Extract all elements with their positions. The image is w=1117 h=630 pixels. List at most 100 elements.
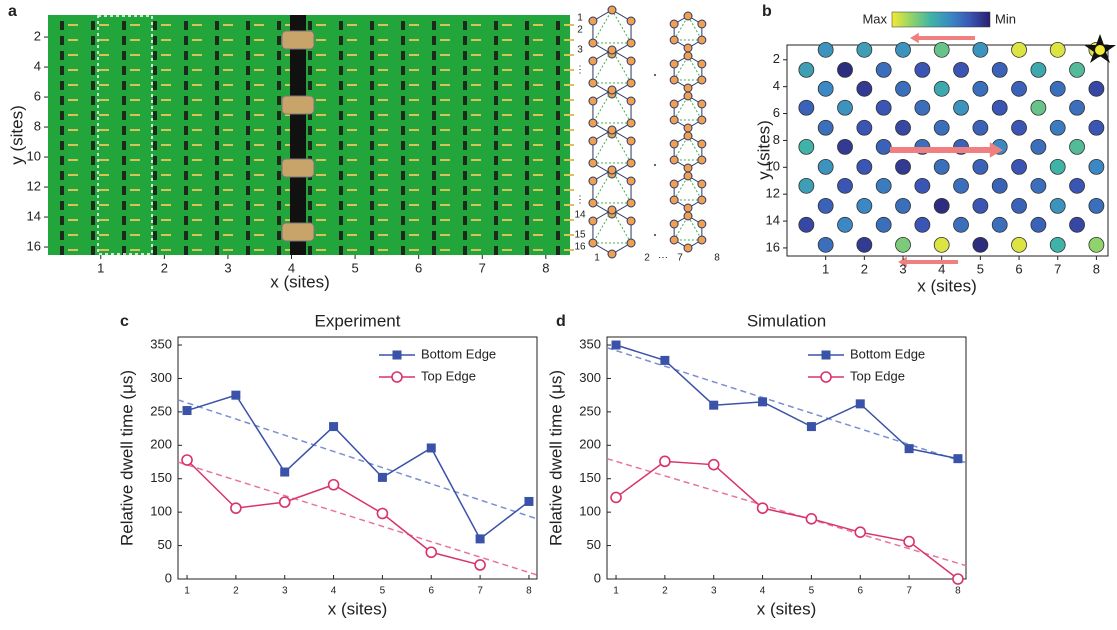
board-pad [409, 84, 419, 86]
site-dot [1088, 158, 1105, 175]
lattice-coupling [592, 168, 632, 204]
board-component [184, 51, 188, 60]
board-component [60, 201, 64, 210]
board-pad [378, 219, 388, 221]
site-dot [817, 236, 834, 253]
board-pad [409, 69, 419, 71]
x-tick-label: 2 [662, 586, 668, 597]
site-dot [895, 158, 911, 175]
board-component [463, 186, 467, 195]
y-tick-label: 100 [579, 504, 601, 519]
board-pad [564, 174, 574, 176]
board-component [215, 201, 219, 210]
board-component [339, 186, 343, 195]
board-component [339, 96, 343, 105]
y-axis-label: Relative dwell time (μs) [117, 370, 136, 546]
board-pad [440, 24, 450, 26]
data-point [709, 400, 719, 410]
board-component [215, 231, 219, 240]
board-component [370, 111, 374, 120]
board-pad [378, 24, 388, 26]
board-pad [409, 174, 419, 176]
board-pad [316, 39, 326, 41]
board-pad [440, 234, 450, 236]
board-component [401, 126, 405, 135]
data-point [327, 478, 340, 491]
lattice-site [683, 91, 693, 101]
board-component [525, 246, 529, 255]
board-pad [502, 99, 512, 101]
board-component [153, 246, 157, 255]
board-pad [471, 174, 481, 176]
board-pad [378, 129, 388, 131]
data-point [231, 390, 241, 400]
legend-marker [392, 350, 402, 360]
site-dot [1069, 61, 1085, 78]
board-component [401, 96, 405, 105]
board-pad [471, 54, 481, 56]
x-tick-label: 8 [542, 260, 549, 275]
board-component [184, 171, 188, 180]
board-component [246, 96, 250, 105]
site-dot [875, 99, 892, 116]
board-pad [161, 189, 171, 191]
x-tick-label: 4 [288, 260, 295, 275]
board-pad [316, 99, 326, 101]
board-pad [254, 249, 264, 251]
board-component [91, 186, 95, 195]
board-pad [378, 189, 388, 191]
board-component [525, 66, 529, 75]
data-point [806, 422, 816, 432]
board-pad [68, 174, 78, 176]
site-dot [837, 61, 853, 78]
site-dot [914, 216, 931, 233]
board-pad [192, 249, 202, 251]
data-point [805, 513, 818, 525]
board-pad [533, 249, 543, 251]
x-tick-label: 6 [415, 260, 422, 275]
board-pad [347, 159, 357, 161]
site-dot [1069, 216, 1085, 233]
board-component [277, 66, 281, 75]
board-component [122, 111, 126, 120]
board-component [525, 126, 529, 135]
site-dot [798, 99, 815, 116]
board-component [153, 81, 157, 90]
board-component [432, 156, 436, 165]
x-tick-label: 8 [526, 586, 532, 597]
lattice-site [669, 59, 679, 69]
board-component [339, 81, 343, 90]
board-pad [471, 69, 481, 71]
y-tick-label: 16 [766, 239, 780, 254]
board-pad [316, 114, 326, 116]
board-pad [130, 39, 140, 41]
board-pad [316, 129, 326, 131]
y-tick-label: 350 [150, 336, 172, 351]
lattice-site [683, 11, 693, 21]
site-dot [953, 216, 969, 233]
board-pad [564, 39, 574, 41]
board-pad [440, 174, 450, 176]
site-dot [972, 119, 989, 136]
y-tick-label: 4 [773, 78, 780, 93]
board-pad [502, 69, 512, 71]
site-dot [953, 177, 969, 194]
plot-frame [177, 336, 538, 580]
board-component [184, 36, 188, 45]
board-pad [409, 219, 419, 221]
board-component [246, 126, 250, 135]
board-pad [161, 219, 171, 221]
y-tick-label: 150 [150, 470, 172, 485]
board-component [246, 66, 250, 75]
board-pad [161, 204, 171, 206]
x-axis-label: x (sites) [328, 599, 388, 618]
board-component [463, 141, 467, 150]
board-component [556, 21, 560, 30]
board-component [122, 21, 126, 30]
site-dot [1030, 99, 1047, 116]
board-pad [564, 189, 574, 191]
lattice-site [607, 5, 617, 15]
lattice-site [626, 176, 636, 186]
board-pad [564, 24, 574, 26]
board-component [370, 21, 374, 30]
